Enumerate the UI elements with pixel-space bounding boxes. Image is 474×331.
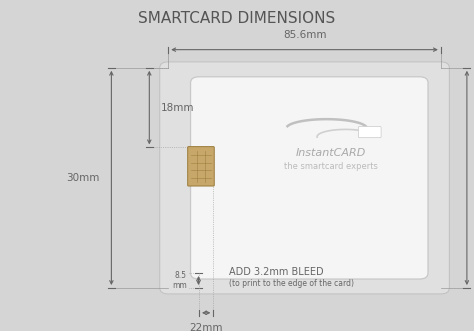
Text: SMARTCARD DIMENSIONS: SMARTCARD DIMENSIONS (138, 11, 336, 26)
FancyBboxPatch shape (358, 126, 381, 138)
FancyBboxPatch shape (160, 62, 449, 294)
Text: (to print to the edge of the card): (to print to the edge of the card) (229, 279, 355, 288)
Text: the smartcard experts: the smartcard experts (284, 162, 378, 171)
FancyBboxPatch shape (188, 147, 214, 186)
Text: ADD 3.2mm BLEED: ADD 3.2mm BLEED (229, 267, 324, 277)
Text: 22mm: 22mm (190, 323, 223, 331)
Text: InstantCARD: InstantCARD (296, 148, 366, 158)
Text: 30mm: 30mm (66, 173, 100, 183)
Text: 8.5
mm: 8.5 mm (172, 271, 187, 290)
FancyBboxPatch shape (191, 77, 428, 279)
Text: 18mm: 18mm (161, 103, 195, 113)
Text: 85.6mm: 85.6mm (283, 30, 326, 40)
